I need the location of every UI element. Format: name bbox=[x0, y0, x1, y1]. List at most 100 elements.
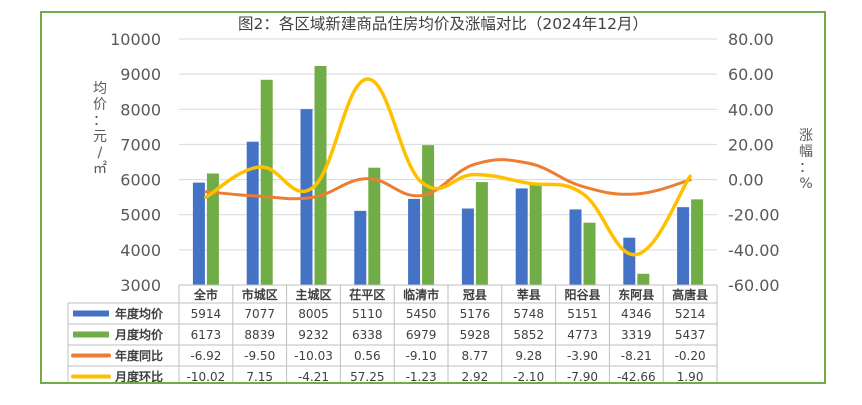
table-cell: 3319 bbox=[621, 328, 652, 342]
category-label: 莘县 bbox=[517, 287, 541, 302]
table-cell: -9.50 bbox=[244, 349, 275, 363]
bar-monthly bbox=[368, 167, 381, 285]
left-tick-label: 6000 bbox=[120, 171, 161, 190]
left-axis-label-char: 价 bbox=[93, 97, 107, 113]
table-cell: -42.66 bbox=[617, 370, 656, 382]
line-yoy bbox=[204, 158, 692, 201]
table-cell: 0.56 bbox=[354, 349, 381, 363]
bar-annual bbox=[623, 237, 636, 285]
table-cell: 8005 bbox=[298, 307, 329, 321]
table-cell: 5110 bbox=[352, 307, 383, 321]
table-cell: 7.15 bbox=[246, 370, 273, 382]
left-axis-label-char: ㎡ bbox=[93, 161, 107, 177]
table-cell: -3.90 bbox=[567, 349, 598, 363]
left-axis-label-char: 均 bbox=[93, 81, 107, 97]
table-cell: 6979 bbox=[406, 328, 437, 342]
left-tick-label: 5000 bbox=[120, 206, 161, 225]
table-cell: -4.21 bbox=[298, 370, 329, 382]
left-tick-label: 3000 bbox=[120, 276, 161, 295]
right-tick-label: 40.00 bbox=[728, 100, 774, 119]
line-mom bbox=[204, 77, 692, 257]
table-cell: -0.20 bbox=[675, 349, 706, 363]
chart-svg: 图2：各区域新建商品住房均价及涨幅对比（2024年12月） 3000 4000 50… bbox=[67, 15, 813, 382]
table-cell: -1.23 bbox=[406, 370, 437, 382]
category-label: 东阿县 bbox=[618, 287, 654, 302]
table-cell: 6173 bbox=[191, 328, 222, 342]
category-label: 市城区 bbox=[242, 287, 278, 302]
table-cell: 2.92 bbox=[462, 370, 489, 382]
bar-monthly bbox=[583, 222, 596, 285]
table-cell: 6338 bbox=[352, 328, 383, 342]
category-label: 茌平区 bbox=[349, 287, 385, 302]
right-axis-label-char: 幅 bbox=[799, 144, 813, 160]
bar-annual bbox=[354, 210, 367, 285]
category-label: 高唐县 bbox=[672, 287, 708, 302]
legend-label: 月度环比 bbox=[114, 369, 163, 382]
left-axis-label-char: 元 bbox=[93, 129, 107, 145]
right-axis-label-char: 涨 bbox=[799, 128, 813, 144]
table-cell: 4346 bbox=[621, 307, 652, 321]
bar-annual bbox=[192, 182, 205, 285]
right-axis-label-char: % bbox=[799, 176, 812, 192]
legend-key bbox=[73, 331, 109, 338]
bar-monthly bbox=[637, 273, 650, 285]
table-cell: 5852 bbox=[513, 328, 544, 342]
table-cell: -10.02 bbox=[187, 370, 226, 382]
right-axis-label-char: ： bbox=[799, 160, 813, 176]
table-cell: 8839 bbox=[244, 328, 275, 342]
bar-annual bbox=[569, 209, 582, 285]
legend-key bbox=[73, 310, 109, 317]
table-cell: 5176 bbox=[460, 307, 491, 321]
table-cell: 1.90 bbox=[677, 370, 704, 382]
table-cell: 5914 bbox=[191, 307, 222, 321]
table-cell: -7.90 bbox=[567, 370, 598, 382]
table-cell: 5214 bbox=[675, 307, 706, 321]
bar-monthly bbox=[529, 184, 542, 285]
category-label: 主城区 bbox=[295, 287, 331, 302]
left-tick-label: 8000 bbox=[120, 100, 161, 119]
right-tick-label: 20.00 bbox=[728, 135, 774, 154]
category-label: 冠县 bbox=[463, 288, 487, 302]
bar-monthly bbox=[475, 182, 488, 285]
table-cell: -2.10 bbox=[513, 370, 544, 382]
table-cell: 9232 bbox=[298, 328, 329, 342]
category-label: 临清市 bbox=[403, 287, 439, 302]
table-cell: -10.03 bbox=[294, 349, 333, 363]
bar-annual bbox=[246, 141, 259, 285]
table-cell: 9.28 bbox=[515, 349, 542, 363]
right-tick-label: -20.00 bbox=[728, 206, 780, 225]
table-cell: -9.10 bbox=[406, 349, 437, 363]
bar-monthly bbox=[422, 145, 435, 285]
table-cell: 5748 bbox=[513, 307, 544, 321]
bar-monthly bbox=[691, 199, 704, 285]
right-tick-label: 80.00 bbox=[728, 30, 774, 49]
right-tick-label: -40.00 bbox=[728, 241, 780, 260]
bar-monthly bbox=[260, 79, 273, 285]
left-tick-label: 10000 bbox=[110, 30, 161, 49]
left-tick-label: 7000 bbox=[120, 135, 161, 154]
legend-label: 年度同比 bbox=[115, 348, 163, 363]
legend-label: 年度均价 bbox=[115, 306, 164, 321]
left-axis-label-char: ： bbox=[93, 113, 107, 129]
table-cell: -6.92 bbox=[190, 349, 221, 363]
bar-series bbox=[192, 65, 704, 285]
chart-frame: 图2：各区域新建商品住房均价及涨幅对比（2024年12月） 3000 4000 50… bbox=[40, 11, 826, 384]
bar-annual bbox=[461, 208, 474, 285]
table-cell: 5450 bbox=[406, 307, 437, 321]
left-tick-label: 9000 bbox=[120, 65, 161, 84]
chart-title: 图2：各区域新建商品住房均价及涨幅对比（2024年12月） bbox=[238, 15, 648, 33]
line-series bbox=[204, 77, 692, 257]
right-axis-ticks: -60.00 -40.00 -20.00 0.00 20.00 40.00 60.00 80.… bbox=[728, 30, 780, 295]
bar-annual bbox=[677, 207, 690, 285]
gridlines bbox=[179, 38, 717, 286]
right-axis-label: 涨幅：% bbox=[799, 128, 813, 192]
right-tick-label: 0.00 bbox=[728, 171, 764, 190]
bar-annual bbox=[408, 198, 421, 285]
table-cell: 5437 bbox=[675, 328, 706, 342]
legend-label: 月度均价 bbox=[114, 327, 164, 342]
left-axis-label-char: / bbox=[98, 145, 103, 161]
table-cell: 57.25 bbox=[350, 370, 384, 382]
left-axis-ticks: 3000 4000 5000 6000 7000 8000 9000 10000 bbox=[110, 30, 161, 295]
table-cell: 5928 bbox=[460, 328, 491, 342]
